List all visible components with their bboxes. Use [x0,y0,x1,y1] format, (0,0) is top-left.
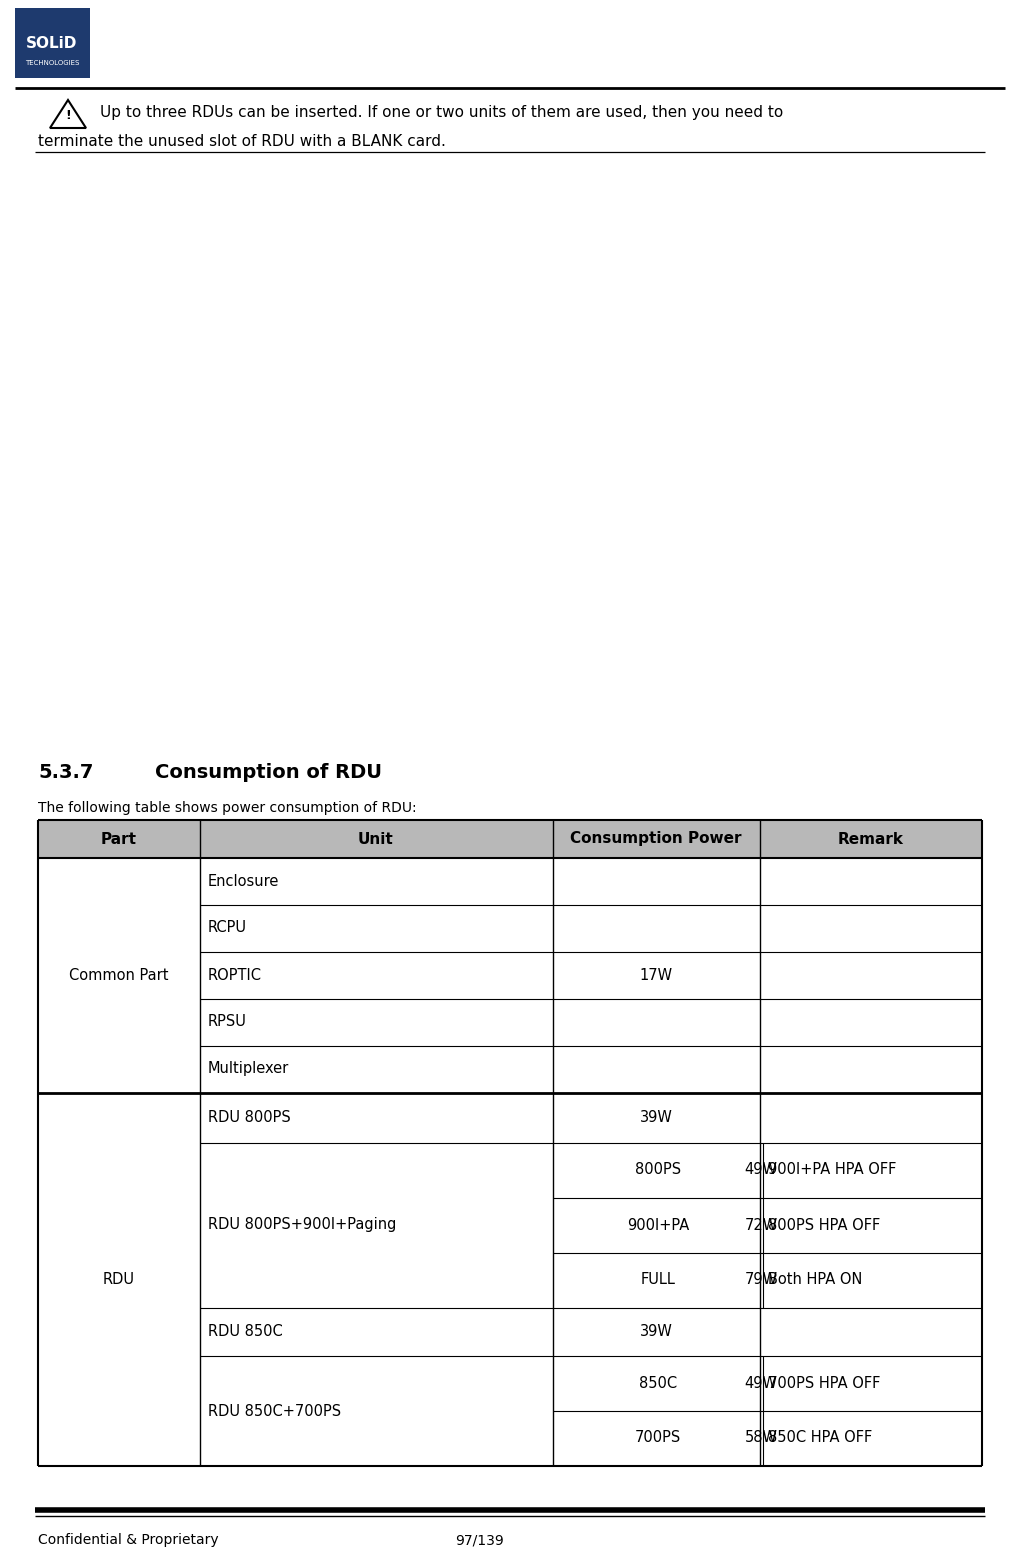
Text: 700PS HPA OFF: 700PS HPA OFF [767,1376,879,1390]
Text: 850C: 850C [638,1376,677,1390]
Text: SOLiD: SOLiD [26,36,77,50]
Text: Common Part: Common Part [69,967,168,982]
Text: FULL: FULL [640,1273,675,1287]
Text: Up to three RDUs can be inserted. If one or two units of them are used, then you: Up to three RDUs can be inserted. If one… [100,105,783,120]
Text: 58W: 58W [744,1431,776,1445]
Text: 800PS: 800PS [634,1162,681,1178]
Text: TECHNOLOGIES: TECHNOLOGIES [24,59,79,66]
Text: Multiplexer: Multiplexer [208,1062,289,1076]
Text: 900I+PA HPA OFF: 900I+PA HPA OFF [767,1162,896,1178]
Text: RCPU: RCPU [208,920,247,936]
Text: terminate the unused slot of RDU with a BLANK card.: terminate the unused slot of RDU with a … [38,134,445,150]
Text: Remark: Remark [838,831,903,847]
Text: 900I+PA: 900I+PA [627,1217,689,1232]
Text: Consumption Power: Consumption Power [570,831,741,847]
Text: RPSU: RPSU [208,1014,247,1029]
Text: 49W: 49W [744,1162,776,1178]
Text: Both HPA ON: Both HPA ON [767,1273,861,1287]
Text: 97/139: 97/139 [455,1532,503,1546]
Text: RDU 850C+700PS: RDU 850C+700PS [208,1404,340,1418]
Text: The following table shows power consumption of RDU:: The following table shows power consumpt… [38,801,416,815]
Text: RDU 850C: RDU 850C [208,1325,282,1340]
Text: ROPTIC: ROPTIC [208,967,262,982]
Text: 72W: 72W [744,1217,776,1232]
Text: 79W: 79W [744,1273,776,1287]
Text: Unit: Unit [358,831,393,847]
Text: Consumption of RDU: Consumption of RDU [155,764,382,783]
Text: 39W: 39W [639,1325,672,1340]
Bar [38,820,981,858]
Text: 800PS HPA OFF: 800PS HPA OFF [767,1217,879,1232]
Text: Confidential & Proprietary: Confidential & Proprietary [38,1532,218,1546]
Text: Part: Part [101,831,137,847]
Text: RDU 800PS+900I+Paging: RDU 800PS+900I+Paging [208,1217,396,1232]
Text: RDU: RDU [103,1271,135,1287]
Text: 5.3.7: 5.3.7 [38,764,94,783]
Text: 700PS: 700PS [634,1431,681,1445]
Text: 39W: 39W [639,1111,672,1126]
Text: Enclosure: Enclosure [208,873,279,889]
Text: 17W: 17W [639,967,672,982]
Bar [15,8,90,78]
Text: 49W: 49W [744,1376,776,1390]
Text: !: ! [65,109,70,122]
Text: 850C HPA OFF: 850C HPA OFF [767,1431,871,1445]
Text: RDU 800PS: RDU 800PS [208,1111,290,1126]
